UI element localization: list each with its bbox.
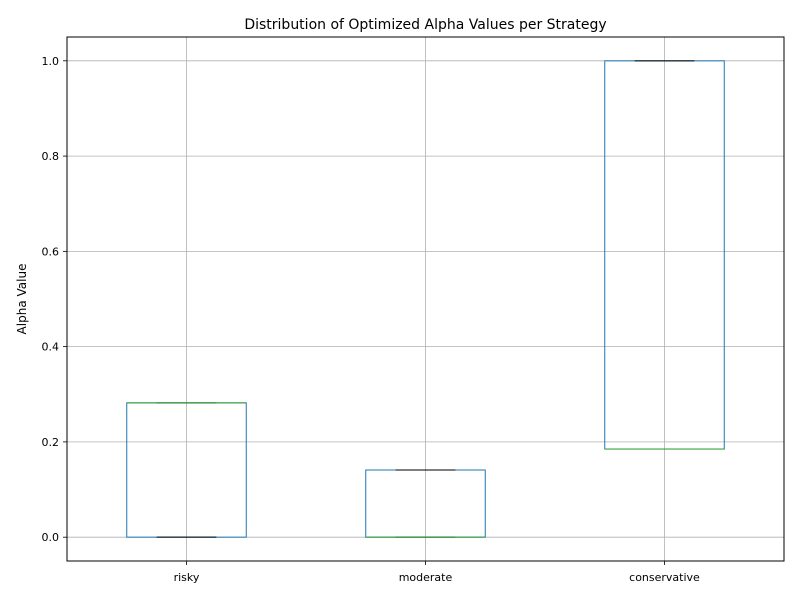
ticks-layer: 0.0 0.2 0.4 0.6 0.8 1.0 risky moderate conservat… — [42, 55, 701, 584]
y-tick-label: 1.0 — [42, 55, 60, 68]
x-tick-label: moderate — [399, 571, 453, 584]
y-tick-label: 0.8 — [42, 150, 60, 163]
box-risky — [126, 402, 247, 538]
chart-title: Distribution of Optimized Alpha Values p… — [244, 17, 606, 33]
y-tick-label: 0.4 — [42, 341, 60, 354]
y-tick-label: 0.6 — [42, 245, 60, 258]
plot-frame — [66, 36, 785, 562]
boxes-layer — [126, 60, 725, 538]
box-conservative — [604, 60, 725, 450]
y-tick-label: 0.0 — [42, 531, 60, 544]
y-tick-label: 0.2 — [42, 436, 60, 449]
x-tick-label: conservative — [629, 571, 700, 584]
grid-layer — [67, 37, 784, 561]
x-tick-label: risky — [174, 571, 200, 584]
y-axis-label: Alpha Value — [15, 264, 29, 335]
box-moderate — [365, 469, 486, 538]
